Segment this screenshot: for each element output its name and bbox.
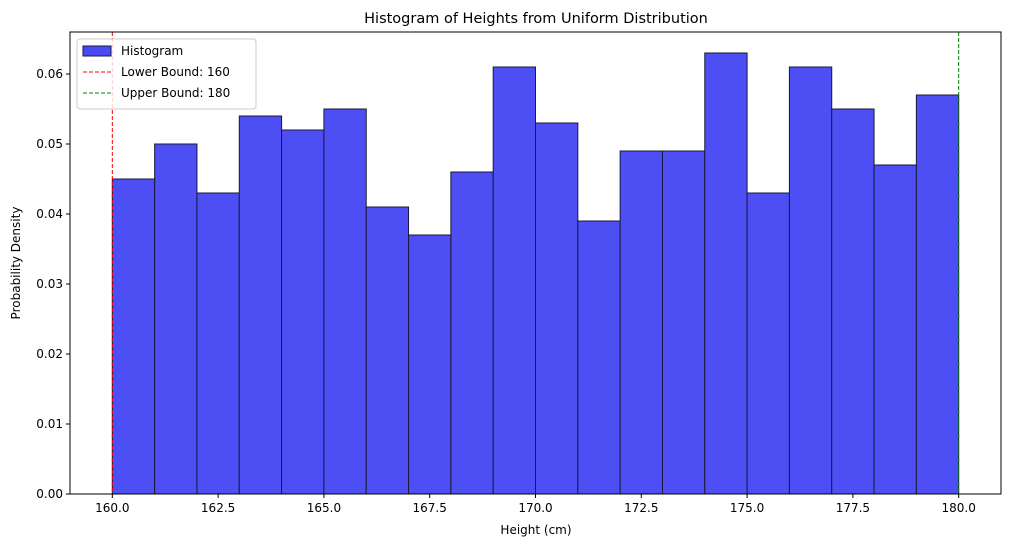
y-tick-label: 0.04 <box>36 207 63 221</box>
histogram-bar <box>704 52 748 495</box>
histogram-bar <box>577 220 621 495</box>
histogram-bar <box>450 171 494 495</box>
x-tick-label: 180.0 <box>942 501 976 515</box>
x-tick-label: 170.0 <box>518 501 552 515</box>
histogram-bar <box>535 122 579 495</box>
histogram-bar <box>619 150 663 495</box>
legend-label: Histogram <box>121 44 183 58</box>
plot-frame <box>69 31 1002 495</box>
y-ticks-group: 0.00 0.01 0.02 0.03 0.04 0.05 0.06 <box>36 67 70 501</box>
y-tick-label: 0.06 <box>36 67 63 81</box>
legend-label: Lower Bound: 160 <box>121 65 230 79</box>
histogram-bar <box>323 108 367 495</box>
histogram-bar <box>281 129 325 495</box>
x-ticks-group: 160.0 162.5 165.0 167.5 170.0 172.5 175.0 177.5… <box>95 494 976 515</box>
histogram-bar <box>746 192 790 495</box>
x-tick-label: 175.0 <box>730 501 764 515</box>
histogram-bar <box>788 66 833 495</box>
histogram-bar <box>238 115 283 495</box>
histogram-bar <box>661 150 706 495</box>
legend-label: Upper Bound: 180 <box>121 86 230 100</box>
histogram-bar <box>492 66 537 495</box>
y-tick-label: 0.05 <box>36 137 63 151</box>
bars-group <box>111 52 960 495</box>
y-tick-label: 0.02 <box>36 347 63 361</box>
histogram-bar <box>915 94 960 495</box>
bound-lines-group <box>111 32 960 494</box>
x-tick-label: 160.0 <box>95 501 129 515</box>
chart-title: Histogram of Heights from Uniform Distri… <box>364 11 708 27</box>
legend-frame <box>76 38 257 110</box>
legend-swatch-patch <box>82 45 112 57</box>
y-tick-label: 0.03 <box>36 277 63 291</box>
histogram-bar <box>154 143 198 495</box>
y-axis-label: Probability Density <box>9 207 23 320</box>
y-tick-label: 0.00 <box>36 487 63 501</box>
histogram-bar <box>408 234 452 495</box>
x-tick-label: 167.5 <box>413 501 447 515</box>
histogram-bar <box>365 206 410 495</box>
histogram-bar <box>196 192 240 495</box>
histogram-bar <box>873 164 917 495</box>
x-tick-label: 162.5 <box>201 501 235 515</box>
histogram-bar <box>111 178 156 495</box>
x-tick-label: 172.5 <box>624 501 658 515</box>
y-tick-label: 0.01 <box>36 417 63 431</box>
x-axis-label: Height (cm) <box>500 523 571 537</box>
legend: Histogram Lower Bound: 160 Upper Bound: 18… <box>76 38 257 110</box>
x-tick-label: 177.5 <box>836 501 870 515</box>
histogram-bar <box>831 108 875 495</box>
x-tick-label: 165.0 <box>307 501 341 515</box>
